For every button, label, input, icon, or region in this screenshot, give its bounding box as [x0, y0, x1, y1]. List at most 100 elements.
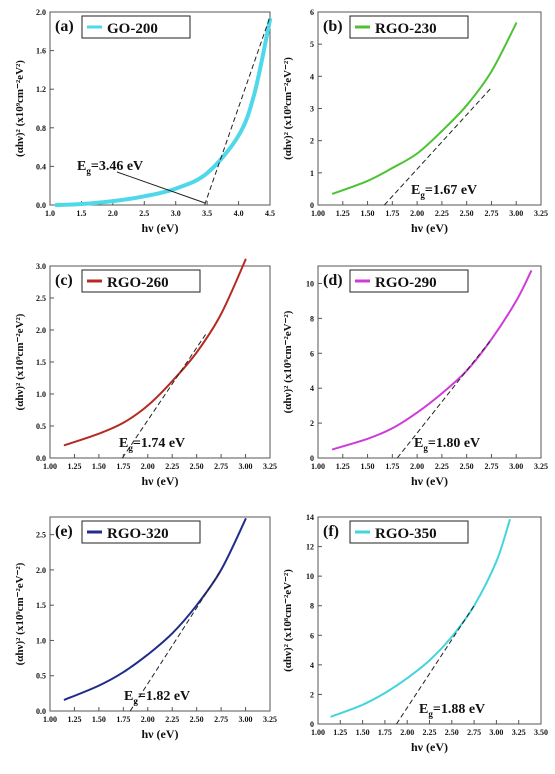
x-tick-label: 1.75	[116, 462, 130, 471]
x-tick-label: 4.5	[265, 209, 275, 218]
y-axis-label: (αhν)² (x10⁹cm⁻²eV⁻²)	[282, 310, 294, 413]
eg-letter: E	[77, 159, 86, 174]
x-tick-label: 1.50	[361, 209, 375, 218]
x-tick-label: 1.25	[336, 209, 350, 218]
y-tick-label: 8	[310, 602, 314, 611]
eg-value: =3.46 eV	[91, 159, 143, 174]
eg-subscript: g	[423, 443, 428, 453]
legend-label: RGO-290	[375, 275, 437, 291]
x-tick-label: 1.50	[361, 462, 375, 471]
y-tick-label: 2	[310, 419, 314, 428]
x-tick-label: 2.00	[141, 715, 155, 724]
x-tick-label: 2.00	[400, 728, 414, 737]
x-tick-label: 2.75	[214, 462, 228, 471]
legend-label: RGO-230	[375, 21, 437, 37]
legend-label: RGO-260	[107, 275, 169, 291]
x-tick-label: 1.00	[43, 462, 57, 471]
y-tick-label: 8	[310, 314, 314, 323]
legend-label: RGO-350	[375, 526, 437, 542]
x-tick-label: 2.25	[435, 462, 449, 471]
x-tick-label: 2.00	[141, 462, 155, 471]
x-tick-label: 1.25	[333, 728, 347, 737]
y-tick-label: 2	[310, 690, 314, 699]
chart-panel-b: 1.00 1.25 1.50 1.75 2.00 2.25 2.50 2.75 3.00 3.25…	[282, 8, 548, 235]
data-series-line	[331, 22, 518, 195]
y-tick-label: 2.0	[36, 326, 46, 335]
x-tick-label: 3.25	[534, 209, 548, 218]
y-tick-label: 4	[310, 384, 314, 393]
y-tick-label: 2.0	[36, 566, 46, 575]
plot-frame	[317, 516, 542, 725]
data-series-line	[63, 258, 247, 447]
y-tick-label: 6	[310, 8, 314, 17]
eg-letter: E	[414, 436, 423, 451]
panel-label: (a)	[55, 18, 74, 35]
eg-annotation: Eg=1.74 eV	[119, 436, 185, 453]
x-tick-label: 2.75	[214, 715, 228, 724]
eg-value: =1.80 eV	[428, 436, 480, 451]
x-tick-label: 3.00	[239, 715, 253, 724]
y-tick-label: 1	[310, 169, 314, 178]
y-tick-label: 0	[310, 454, 314, 463]
legend-box	[349, 269, 469, 293]
eg-subscript: g	[428, 709, 433, 719]
x-tick-label: 3.00	[509, 462, 523, 471]
y-tick-label: 0.0	[36, 454, 46, 463]
y-tick-label: 6	[310, 631, 314, 640]
x-tick-label: 3.5	[202, 209, 212, 218]
x-tick-label: 4.0	[234, 209, 244, 218]
x-axis-label: hν (eV)	[411, 474, 448, 488]
y-tick-label: 2	[310, 137, 314, 146]
x-tick-label: 2.0	[108, 209, 118, 218]
legend-box	[81, 15, 191, 39]
x-tick-label: 2.25	[165, 715, 179, 724]
y-tick-label: 0.8	[36, 124, 46, 133]
y-axis-label: (αhν)² (x10⁸cm⁻²eV⁻²)	[282, 569, 294, 672]
x-axis-label: hν (eV)	[411, 740, 448, 754]
x-tick-label: 3.25	[512, 728, 526, 737]
y-axis-label: (αhν)² (x10⁹cm⁻²eV⁻²)	[14, 562, 26, 665]
y-tick-label: 0.0	[36, 707, 46, 716]
y-tick-label: 0	[310, 720, 314, 729]
x-tick-label: 1.00	[311, 462, 325, 471]
y-tick-label: 10	[306, 572, 314, 581]
y-tick-label: 14	[306, 513, 314, 522]
eg-letter: E	[124, 689, 133, 704]
chart-panel-c: 1.00 1.25 1.50 1.75 2.00 2.25 2.50 2.75 3.00 3.25…	[14, 258, 277, 488]
eg-subscript: g	[128, 443, 133, 453]
tangent-line	[129, 569, 222, 712]
x-tick-label: 3.00	[489, 728, 503, 737]
x-tick-label: 3.00	[239, 462, 253, 471]
eg-letter: E	[119, 436, 128, 451]
x-tick-label: 3.0	[171, 209, 181, 218]
eg-annotation: Eg=1.82 eV	[124, 689, 190, 706]
tangent-line	[121, 332, 207, 459]
plot-frame	[317, 265, 542, 459]
x-tick-label: 1.00	[43, 715, 57, 724]
x-tick-label: 2.75	[484, 209, 498, 218]
plot-frame	[49, 516, 271, 712]
x-tick-label: 2.25	[435, 209, 449, 218]
y-tick-label: 2.0	[36, 8, 46, 17]
eg-annotation: Eg=3.46 eV	[77, 159, 143, 176]
panel-label: (d)	[323, 272, 343, 289]
x-axis-label: hν (eV)	[141, 221, 178, 235]
x-tick-label: 3.50	[534, 728, 548, 737]
x-tick-label: 1.0	[45, 209, 55, 218]
y-tick-label: 4	[310, 661, 314, 670]
x-tick-label: 1.25	[336, 462, 350, 471]
chart-panel-a: 1.0 1.5 2.0 2.5 3.0 3.5 4.0 4.5 0.0 0.4 0.8 1.2 1.6 2…	[14, 8, 275, 235]
legend-box	[349, 15, 469, 39]
x-tick-label: 1.75	[116, 715, 130, 724]
x-tick-label: 2.50	[190, 462, 204, 471]
y-tick-label: 2.5	[36, 531, 46, 540]
eg-value: =1.74 eV	[133, 436, 185, 451]
x-tick-label: 3.25	[263, 715, 277, 724]
x-tick-label: 1.25	[67, 462, 81, 471]
x-tick-label: 3.00	[509, 209, 523, 218]
y-tick-label: 1.6	[36, 47, 46, 56]
x-tick-label: 1.75	[378, 728, 392, 737]
x-tick-label: 1.75	[385, 209, 399, 218]
eg-pointer-line	[116, 171, 206, 204]
eg-value: =1.82 eV	[138, 689, 190, 704]
